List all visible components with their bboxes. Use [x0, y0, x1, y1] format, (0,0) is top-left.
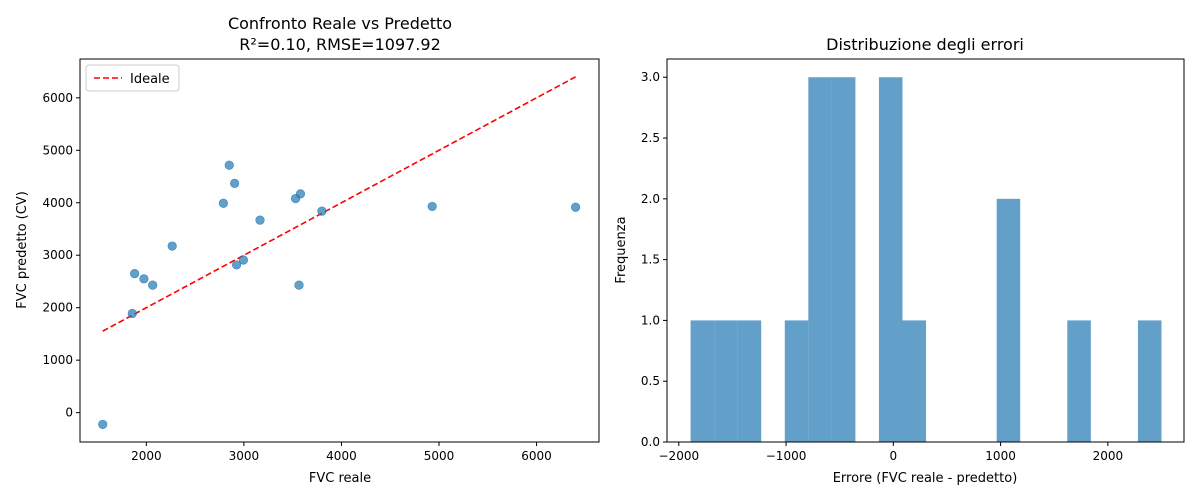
- scatter-point: [224, 160, 234, 170]
- histogram-x-tick-label: 2000: [1093, 449, 1124, 463]
- scatter-point: [98, 419, 108, 430]
- scatter-x-tick-label: 2000: [131, 449, 162, 463]
- legend-frame: [85, 64, 180, 92]
- scatter-x-tick-label: 3000: [229, 449, 260, 463]
- scatter-point: [130, 268, 140, 279]
- scatter-x-tick-label: 5000: [424, 449, 455, 463]
- scatter-point: [238, 255, 249, 265]
- histogram-panel: Distribuzione degli errori Errore (FVC r…: [614, 35, 1185, 486]
- scatter-point: [255, 215, 265, 225]
- histogram-bar: [878, 77, 903, 442]
- scatter-point: [218, 198, 229, 208]
- scatter-legend: Ideale: [85, 64, 180, 92]
- scatter-point: [317, 206, 327, 216]
- scatter-plot-frame: [79, 58, 600, 443]
- histogram-x-tick-label: 1000: [985, 449, 1016, 463]
- scatter-point: [230, 178, 240, 188]
- histogram-bar: [690, 320, 715, 442]
- histogram-bar: [714, 320, 738, 442]
- scatter-point: [231, 260, 242, 270]
- histogram-y-tick-label: 2.5: [641, 131, 660, 145]
- histogram-title: Distribuzione degli errori: [826, 35, 1024, 54]
- histogram-y-tick-label: 3.0: [641, 70, 660, 84]
- scatter-point: [139, 274, 149, 284]
- scatter-point: [295, 189, 306, 199]
- histogram-y-axis-label: Frequenza: [614, 216, 629, 283]
- scatter-x-axis-label: FVC reale: [309, 471, 371, 486]
- histogram-bar: [784, 320, 809, 442]
- scatter-y-tick-label: 6000: [42, 91, 73, 105]
- scatter-point: [167, 241, 177, 251]
- scatter-title: Confronto Reale vs Predetto: [228, 14, 452, 33]
- scatter-y-tick-label: 1000: [42, 353, 73, 367]
- scatter-y-tick-label: 3000: [42, 248, 73, 262]
- histogram-x-tick-label: 0: [890, 449, 898, 463]
- scatter-point: [148, 280, 158, 290]
- histogram-bar: [831, 77, 856, 442]
- histogram-y-tick-label: 0.0: [641, 435, 660, 449]
- histogram-bar: [902, 320, 927, 442]
- scatter-y-tick-label: 4000: [42, 196, 73, 210]
- histogram-y-tick-label: 2.0: [641, 192, 660, 206]
- scatter-y-tick-label: 0: [65, 406, 73, 420]
- scatter-y-axis-label: FVC predetto (CV): [15, 191, 30, 309]
- scatter-point: [570, 202, 581, 212]
- histogram-x-tick-label: −1000: [766, 449, 807, 463]
- histogram-x-axis-label: Errore (FVC reale - predetto): [833, 471, 1018, 486]
- scatter-y-tick-label: 5000: [42, 143, 73, 157]
- scatter-point: [127, 308, 137, 319]
- histogram-bar: [996, 198, 1021, 442]
- histogram-bar: [737, 320, 762, 442]
- histogram-y-tick-label: 1.0: [641, 313, 660, 327]
- scatter-x-tick-label: 4000: [326, 449, 357, 463]
- ideal-line: [102, 76, 576, 332]
- legend-label-ideal: Ideale: [130, 72, 170, 87]
- scatter-point: [427, 201, 437, 212]
- scatter-panel: Confronto Reale vs Predetto R²=0.10, RMS…: [15, 14, 600, 486]
- scatter-point: [294, 280, 304, 290]
- histogram-y-tick-label: 0.5: [641, 374, 660, 388]
- histogram-bar: [1137, 320, 1162, 442]
- scatter-subtitle: R²=0.10, RMSE=1097.92: [239, 35, 441, 54]
- scatter-x-tick-label: 6000: [521, 449, 552, 463]
- histogram-y-tick-label: 1.5: [641, 253, 660, 267]
- histogram-x-tick-label: −2000: [659, 449, 700, 463]
- scatter-y-tick-label: 2000: [42, 301, 73, 315]
- histogram-bar: [808, 77, 832, 442]
- histogram-bar: [1067, 320, 1091, 442]
- histogram-plot-frame: [666, 58, 1185, 443]
